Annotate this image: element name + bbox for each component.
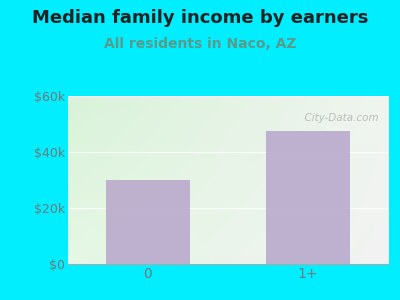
Bar: [266, 131, 350, 264]
Text: All residents in Naco, AZ: All residents in Naco, AZ: [104, 38, 296, 52]
Text: Median family income by earners: Median family income by earners: [32, 9, 368, 27]
Bar: [106, 180, 190, 264]
Text: City-Data.com: City-Data.com: [298, 113, 378, 123]
